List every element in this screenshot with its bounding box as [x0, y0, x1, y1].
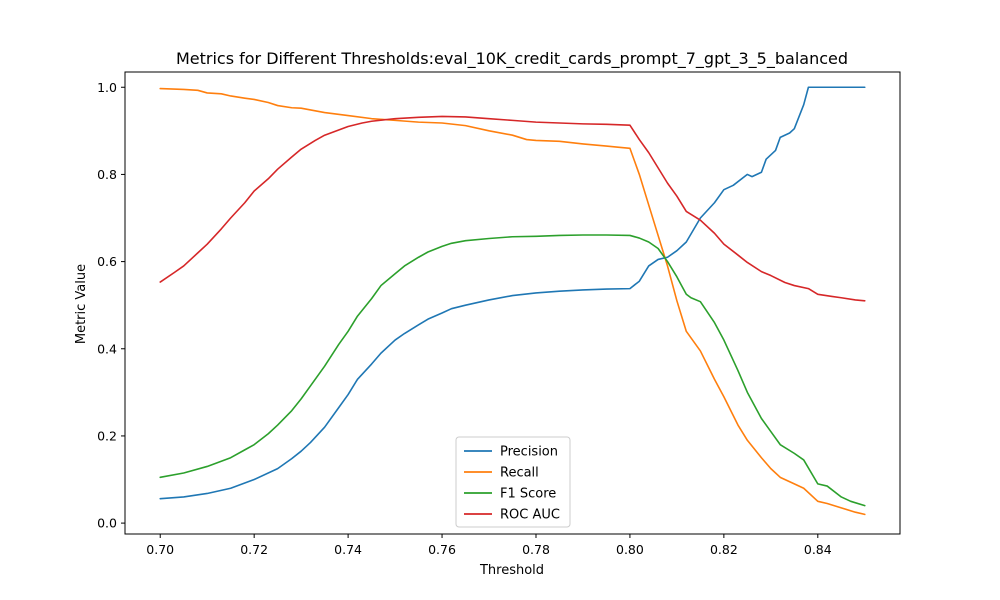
y-tick-label: 0.2: [97, 428, 117, 443]
y-tick-label: 1.0: [97, 80, 117, 95]
legend-label: F1 Score: [500, 487, 556, 502]
series-lines: [159, 86, 866, 516]
y-tick-label: 0.6: [97, 254, 117, 269]
series-line-recall: [159, 87, 866, 516]
legend: Precision Recall F1 Score ROC AUC: [455, 436, 571, 528]
x-tick-label: 0.70: [146, 542, 174, 557]
legend-label: Precision: [500, 445, 558, 460]
series-line-precision: [159, 86, 866, 500]
plot-area: [124, 71, 901, 535]
x-tick-label: 0.74: [334, 542, 362, 557]
y-tick-label: 0.0: [97, 516, 117, 531]
x-axis: 0.70 0.72 0.74 0.76 0.78 0.80 0.82 0.84: [146, 534, 832, 557]
series-line-f1-score: [159, 234, 866, 507]
legend-box: [455, 436, 571, 528]
x-tick-label: 0.84: [804, 542, 832, 557]
y-axis: 0.0 0.2 0.4 0.6 0.8 1.0: [97, 80, 125, 531]
x-tick-label: 0.76: [428, 542, 456, 557]
x-axis-label: Threshold: [479, 563, 544, 578]
y-tick-label: 0.4: [97, 341, 117, 356]
x-tick-label: 0.72: [240, 542, 268, 557]
x-tick-label: 0.80: [616, 542, 644, 557]
y-axis-label: Metric Value: [74, 264, 89, 344]
chart-title: Metrics for Different Thresholds:eval_10…: [176, 49, 848, 69]
legend-label: ROC AUC: [500, 508, 560, 523]
legend-label: Recall: [500, 466, 539, 481]
x-tick-label: 0.82: [710, 542, 738, 557]
series-line-roc-auc: [159, 115, 866, 302]
x-tick-label: 0.78: [522, 542, 550, 557]
plot-frame: [124, 71, 901, 535]
y-tick-label: 0.8: [97, 167, 117, 182]
